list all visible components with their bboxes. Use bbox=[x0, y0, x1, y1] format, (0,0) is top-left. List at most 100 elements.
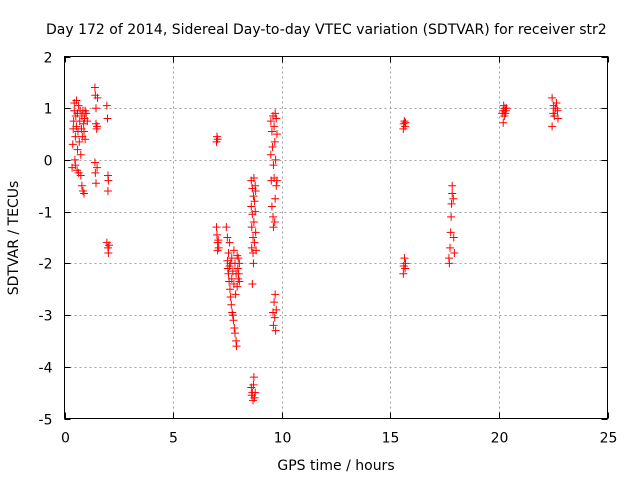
data-point bbox=[449, 194, 458, 203]
data-point bbox=[83, 117, 92, 126]
data-point bbox=[226, 285, 235, 294]
data-point bbox=[75, 137, 84, 146]
data-point bbox=[251, 388, 260, 397]
data-point bbox=[401, 118, 410, 127]
data-point bbox=[235, 259, 244, 268]
data-point bbox=[447, 199, 456, 208]
data-point bbox=[91, 179, 100, 188]
data-point bbox=[80, 127, 89, 136]
data-point bbox=[104, 249, 113, 258]
data-point bbox=[271, 326, 280, 335]
data-point bbox=[268, 143, 277, 151]
data-point bbox=[105, 241, 114, 250]
data-point bbox=[252, 246, 261, 255]
y-axis-label: SDTVAR / TECUs bbox=[6, 181, 22, 296]
data-point bbox=[401, 259, 410, 268]
data-point bbox=[400, 117, 409, 126]
data-point bbox=[447, 212, 456, 221]
chart-title: Day 172 of 2014, Sidereal Day-to-day VTE… bbox=[46, 22, 607, 38]
data-point bbox=[231, 290, 240, 299]
grid-layer bbox=[64, 56, 608, 419]
data-point bbox=[266, 150, 275, 159]
data-point bbox=[445, 259, 454, 268]
data-point bbox=[271, 155, 280, 164]
data-point bbox=[502, 104, 511, 113]
data-point bbox=[103, 114, 112, 123]
x-tick-label: 0 bbox=[61, 431, 70, 447]
data-point bbox=[213, 135, 222, 144]
data-point bbox=[71, 161, 80, 170]
y-tick-label: 1 bbox=[44, 102, 53, 118]
x-tick-label: 5 bbox=[169, 431, 178, 447]
data-point bbox=[72, 122, 81, 131]
data-point bbox=[249, 233, 258, 242]
data-point bbox=[266, 117, 275, 126]
x-tick-label: 25 bbox=[600, 431, 618, 447]
data-point bbox=[269, 223, 278, 232]
data-point bbox=[448, 189, 457, 198]
x-tick-label: 15 bbox=[382, 431, 400, 447]
data-point bbox=[77, 181, 86, 190]
data-point bbox=[247, 243, 256, 252]
data-point bbox=[249, 192, 258, 201]
data-point bbox=[450, 249, 459, 258]
data-point bbox=[272, 130, 281, 139]
data-point bbox=[68, 140, 77, 149]
data-point bbox=[548, 122, 557, 131]
data-point bbox=[102, 101, 111, 110]
y-tick-label: 2 bbox=[44, 51, 53, 67]
data-point bbox=[251, 228, 260, 237]
data-point bbox=[80, 189, 89, 198]
data-point bbox=[249, 174, 258, 183]
data-points bbox=[68, 83, 562, 405]
data-point bbox=[247, 223, 256, 232]
data-point bbox=[93, 93, 102, 102]
data-point bbox=[251, 186, 260, 195]
data-point bbox=[271, 109, 280, 118]
data-point bbox=[104, 176, 113, 185]
data-point bbox=[93, 163, 102, 172]
x-tick-label: 20 bbox=[491, 431, 509, 447]
data-point bbox=[229, 246, 238, 255]
data-point bbox=[232, 342, 241, 351]
data-point bbox=[250, 393, 259, 402]
data-point bbox=[222, 223, 231, 232]
data-point bbox=[91, 168, 100, 177]
x-tick-label: 10 bbox=[274, 431, 292, 447]
y-tick-label: -1 bbox=[39, 206, 53, 222]
data-point bbox=[272, 176, 281, 185]
data-point bbox=[400, 254, 409, 263]
data-point bbox=[449, 233, 458, 242]
data-point bbox=[271, 290, 280, 299]
data-point bbox=[553, 106, 562, 115]
data-point bbox=[399, 269, 408, 278]
data-point bbox=[272, 114, 281, 123]
data-point bbox=[247, 202, 256, 211]
x-axis-label: GPS time / hours bbox=[277, 458, 394, 474]
data-point bbox=[267, 202, 276, 211]
data-point bbox=[226, 292, 235, 301]
data-point bbox=[548, 93, 557, 102]
y-tick-label: -5 bbox=[39, 413, 53, 429]
data-point bbox=[212, 230, 221, 239]
data-point bbox=[228, 311, 237, 320]
data-point bbox=[269, 321, 278, 330]
data-point bbox=[250, 197, 259, 206]
data-point bbox=[248, 280, 257, 289]
data-point bbox=[270, 137, 279, 146]
y-tick-label: 0 bbox=[44, 154, 53, 170]
data-point bbox=[499, 118, 508, 127]
data-point bbox=[90, 158, 99, 167]
data-point bbox=[448, 181, 457, 190]
data-point bbox=[224, 249, 233, 258]
data-point bbox=[93, 122, 102, 131]
data-point bbox=[233, 282, 242, 291]
data-point bbox=[552, 99, 561, 108]
data-point bbox=[446, 228, 455, 237]
data-point bbox=[212, 223, 221, 232]
data-point bbox=[214, 236, 223, 245]
data-point bbox=[235, 277, 244, 286]
data-point bbox=[74, 101, 83, 110]
